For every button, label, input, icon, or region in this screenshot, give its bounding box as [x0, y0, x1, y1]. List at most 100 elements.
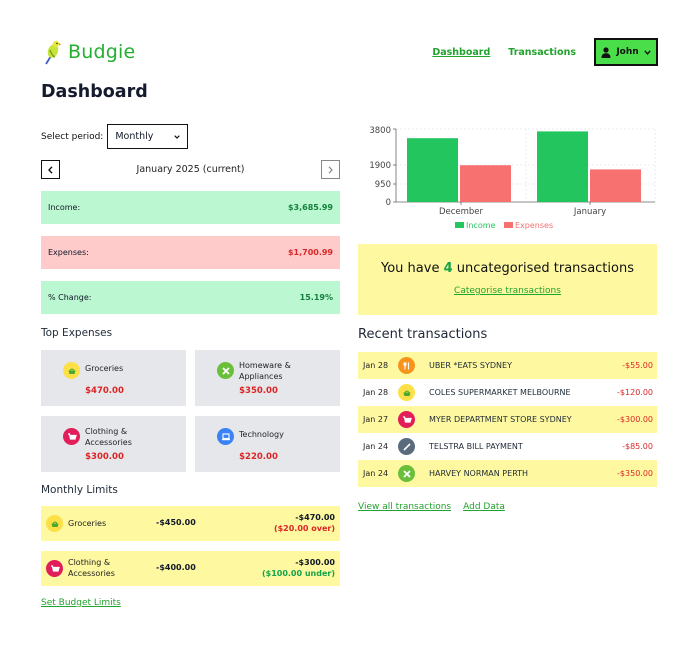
current-period-label: January 2025 (current) [136, 164, 245, 175]
recent-transactions-list: Jan 28 UBER *EATS SYDNEY -$55.00 Jan 28 … [358, 352, 657, 487]
x-label-december: December [439, 207, 484, 217]
transaction-row[interactable]: Jan 28 UBER *EATS SYDNEY -$55.00 [358, 352, 657, 379]
limit-row-clothing: Clothing & Accessories -$400.00 -$300.00… [41, 551, 340, 586]
transaction-description: COLES SUPERMARKET MELBOURNE [429, 388, 571, 397]
cart-icon [46, 560, 63, 577]
uncategorised-count: 4 [443, 261, 453, 276]
bar-january-expenses [590, 169, 641, 202]
expense-card-amount: $470.00 [85, 386, 124, 396]
transaction-row[interactable]: Jan 24 HARVEY NORMAN PERTH -$350.00 [358, 460, 657, 487]
add-data-link[interactable]: Add Data [463, 502, 505, 512]
user-name: John [616, 47, 639, 57]
limit-row-groceries: Groceries -$450.00 -$470.00 ($20.00 over… [41, 506, 340, 541]
transaction-row[interactable]: Jan 24 TELSTRA BILL PAYMENT -$85.00 [358, 433, 657, 460]
app-logo[interactable]: Budgie [42, 38, 135, 66]
y-tick-950: 950 [375, 180, 391, 190]
transaction-description: UBER *EATS SYDNEY [429, 361, 512, 370]
limit-category: Clothing & Accessories [68, 558, 115, 578]
y-tick-1900: 1900 [369, 161, 391, 171]
expense-card-name: Groceries [85, 364, 124, 373]
budgie-bird-icon [45, 40, 61, 65]
nav-transactions-link[interactable]: Transactions [508, 46, 576, 58]
expenses-value: $1,700.99 [287, 248, 333, 257]
set-budget-limits-link[interactable]: Set Budget Limits [41, 598, 121, 608]
laptop-icon [217, 428, 234, 445]
expense-card-amount: $220.00 [239, 452, 278, 462]
transaction-amount: -$350.00 [617, 469, 653, 478]
recent-transactions-title: Recent transactions [358, 327, 488, 342]
top-expenses-title: Top Expenses [41, 327, 113, 339]
period-label: Select period: [41, 131, 104, 142]
expense-card-amount: $300.00 [85, 452, 124, 462]
pen-icon [398, 438, 415, 455]
basket-icon [63, 362, 80, 379]
chevron-down-icon [643, 49, 651, 55]
left-column: Select period: Monthly January 2025 (cur… [41, 124, 340, 609]
transaction-date: Jan 24 [363, 442, 389, 451]
nav-dashboard-link[interactable]: Dashboard [432, 46, 491, 58]
limit-status: ($20.00 over) [273, 524, 335, 533]
uncategorised-prefix: You have [381, 261, 440, 276]
transaction-date: Jan 27 [363, 415, 389, 424]
transaction-amount: -$120.00 [617, 388, 653, 397]
transaction-row[interactable]: Jan 27 MYER DEPARTMENT STORE SYDNEY -$30… [358, 406, 657, 433]
y-tick-0: 0 [386, 198, 391, 208]
basket-icon [46, 515, 63, 532]
change-label: % Change: [48, 293, 92, 302]
transaction-amount: -$55.00 [622, 361, 653, 370]
monthly-limits-title: Monthly Limits [41, 484, 118, 496]
tools-icon [398, 465, 415, 482]
transaction-date: Jan 24 [363, 469, 389, 478]
expenses-label: Expenses: [48, 248, 89, 257]
bar-december-expenses [460, 165, 511, 202]
limit-spent-amount: -$300.00 [295, 558, 335, 567]
period-select[interactable]: Monthly [107, 124, 189, 149]
expense-card-homeware[interactable]: Homeware & Appliances $350.00 [195, 350, 340, 406]
limit-spent: -$300.00 ($100.00 under) [262, 557, 335, 579]
transaction-amount: -$85.00 [622, 442, 653, 451]
right-column: 3800 1900 950 0 December January Income … [358, 124, 657, 512]
legend-expenses: Expenses [515, 221, 553, 230]
user-menu-button[interactable]: John [594, 38, 658, 66]
cart-icon [63, 428, 80, 445]
top-expenses-grid: Groceries $470.00 Homeware & Appliances … [41, 350, 340, 472]
next-month-button[interactable] [320, 160, 340, 179]
transaction-description: MYER DEPARTMENT STORE SYDNEY [429, 415, 572, 424]
income-stat: Income: $3,685.99 [41, 191, 340, 224]
expense-card-name: Clothing & Accessories [85, 427, 132, 447]
change-value: 15.19% [299, 293, 333, 302]
income-expenses-chart: 3800 1900 950 0 December January Income … [358, 124, 657, 234]
limit-category: Groceries [68, 519, 107, 528]
expense-card-name: Homeware & Appliances [239, 361, 291, 381]
cutlery-icon [398, 357, 415, 374]
expense-card-amount: $350.00 [239, 386, 278, 396]
transaction-links: View all transactions Add Data [358, 502, 657, 512]
categorise-transactions-link[interactable]: Categorise transactions [454, 286, 561, 296]
prev-month-button[interactable] [41, 160, 60, 179]
transaction-row[interactable]: Jan 28 COLES SUPERMARKET MELBOURNE -$120… [358, 379, 657, 406]
app-name: Budgie [68, 41, 136, 63]
chevron-down-icon [174, 134, 181, 139]
view-all-transactions-link[interactable]: View all transactions [358, 502, 452, 512]
transaction-date: Jan 28 [363, 388, 389, 397]
limit-amount: -$450.00 [156, 518, 196, 527]
expense-card-technology[interactable]: Technology $220.00 [195, 416, 340, 472]
limit-spent-amount: -$470.00 [295, 513, 335, 522]
bar-january-income [537, 131, 588, 202]
uncategorised-banner: You have 4 uncategorised transactions Ca… [358, 244, 657, 315]
period-selected-value: Monthly [115, 131, 154, 142]
user-icon [601, 46, 611, 58]
top-nav: Dashboard Transactions John [432, 38, 658, 66]
transaction-description: HARVEY NORMAN PERTH [429, 469, 529, 478]
income-label: Income: [48, 203, 81, 212]
transaction-description: TELSTRA BILL PAYMENT [429, 442, 523, 451]
bar-chart: 3800 1900 950 0 December January Income … [369, 126, 656, 230]
limit-status: ($100.00 under) [261, 569, 335, 578]
bar-december-income [407, 138, 458, 202]
expense-card-groceries[interactable]: Groceries $470.00 [41, 350, 186, 406]
chevron-right-icon [328, 165, 333, 174]
change-stat: % Change: 15.19% [41, 281, 340, 314]
transaction-amount: -$300.00 [617, 415, 653, 424]
limit-amount: -$400.00 [156, 563, 196, 572]
expense-card-clothing[interactable]: Clothing & Accessories $300.00 [41, 416, 186, 472]
